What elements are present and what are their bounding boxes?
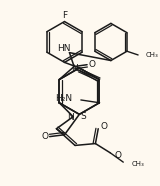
Text: N: N bbox=[71, 64, 78, 73]
Text: O: O bbox=[88, 60, 95, 69]
Text: CH₃: CH₃ bbox=[132, 161, 144, 167]
Text: O: O bbox=[100, 122, 107, 131]
Text: O: O bbox=[115, 151, 122, 160]
Text: S: S bbox=[81, 112, 86, 121]
Text: CH₃: CH₃ bbox=[146, 52, 158, 58]
Text: F: F bbox=[62, 11, 67, 20]
Text: N: N bbox=[67, 113, 74, 122]
Text: O: O bbox=[41, 132, 48, 141]
Text: HN: HN bbox=[57, 44, 71, 53]
Text: H₂N: H₂N bbox=[55, 94, 72, 103]
